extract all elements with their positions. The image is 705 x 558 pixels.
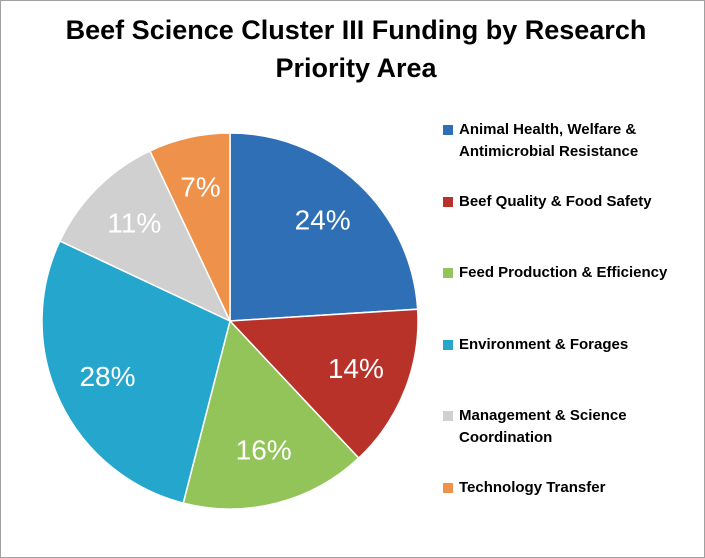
legend-swatch (443, 411, 453, 421)
legend-item: Feed Production & Efficiency (443, 262, 688, 284)
legend-label: Environment & Forages (459, 335, 629, 353)
data-label: 24% (295, 205, 351, 236)
pie-slice (148, 132, 231, 322)
data-label: 11% (107, 208, 161, 239)
legend-label: Technology Transfer (459, 478, 606, 496)
legend-item: Beef Quality & Food Safety (443, 191, 688, 213)
legend-label: Animal Health, Welfare & Antimicrobial R… (459, 121, 639, 160)
legend-swatch (443, 339, 453, 350)
legend-swatch (443, 268, 453, 278)
legend-label: Feed Production & Efficiency (459, 264, 668, 281)
pie-slice (228, 308, 419, 460)
legend-item: Technology Transfer (443, 477, 688, 499)
legend-swatch (443, 482, 453, 493)
data-label: 28% (79, 361, 135, 392)
data-label: 16% (236, 434, 292, 465)
legend-label: Beef Quality & Food Safety (459, 192, 652, 210)
legend-item: Environment & Forages (443, 334, 688, 356)
legend-item: Management & Science Coordination (443, 405, 688, 449)
data-label: 14% (328, 353, 384, 384)
data-label: 7% (180, 171, 220, 202)
pie-slice (182, 319, 360, 510)
legend-label: Management & Science Coordination (459, 407, 627, 446)
pie-slice (229, 132, 419, 322)
pie-slice (58, 149, 232, 323)
legend-swatch (443, 125, 453, 135)
legend-swatch (443, 196, 453, 207)
chart-title: Beef Science Cluster III Funding by Rese… (65, 15, 647, 83)
pie-slice (41, 239, 231, 505)
legend-item: Animal Health, Welfare & Antimicrobial R… (443, 119, 688, 163)
